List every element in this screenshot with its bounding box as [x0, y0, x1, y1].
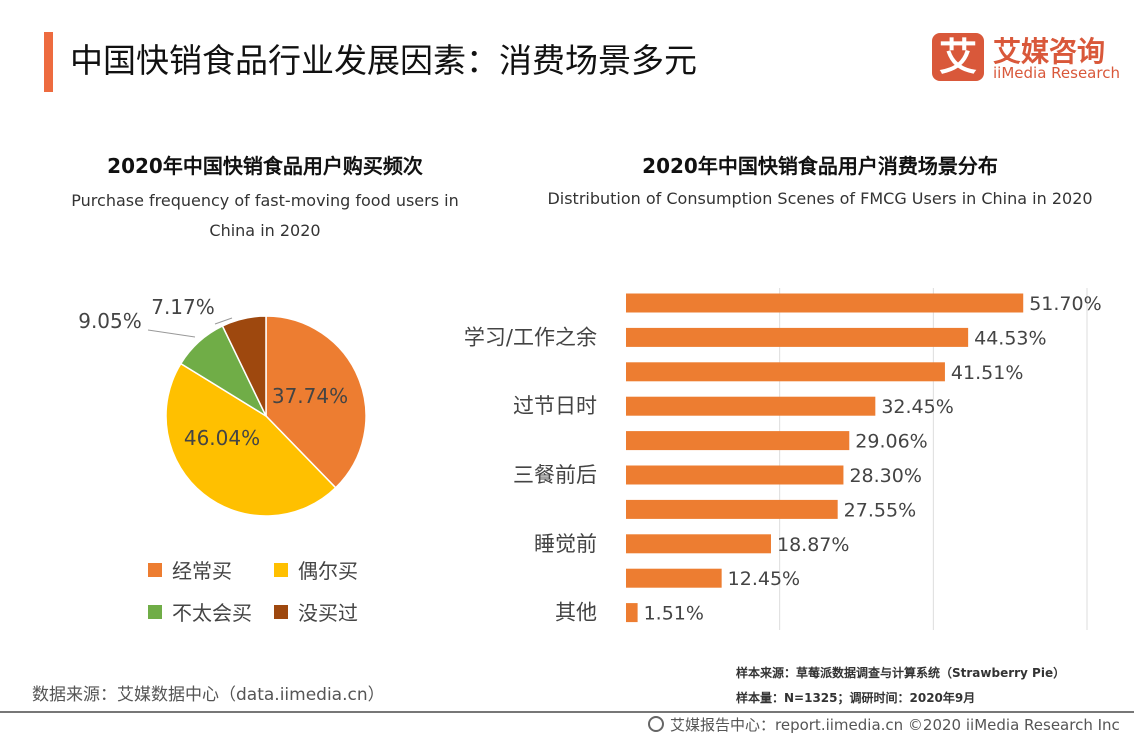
bar-value-label: 51.70%	[1029, 293, 1101, 315]
bar-value-label: 28.30%	[849, 465, 921, 487]
category-label: 其他	[555, 601, 597, 625]
legend-swatch	[148, 604, 162, 619]
logo-mark: 艾	[932, 33, 984, 81]
bar-value-label: 44.53%	[974, 327, 1046, 349]
pie-label: 37.74%	[272, 384, 348, 408]
bar	[626, 431, 850, 451]
bar-value-label: 18.87%	[777, 534, 849, 556]
sample-size: 样本量：N=1325；调研时间：2020年9月	[736, 691, 976, 705]
legend-item: 不太会买	[148, 597, 252, 626]
legend-item: 没买过	[274, 597, 358, 626]
bar	[626, 293, 1024, 313]
pie-title: 2020年中国快销食品用户购买频次	[107, 154, 423, 178]
legend-label: 经常买	[172, 559, 232, 583]
category-label: 过节日时	[513, 394, 597, 418]
legend-item: 经常买	[148, 555, 232, 584]
title-accent-bar	[44, 32, 53, 92]
category-label: 学习/工作之余	[464, 325, 597, 349]
logo-cn: 艾媒咨询	[993, 35, 1106, 68]
pie-slice	[165, 362, 337, 517]
globe-icon	[648, 716, 664, 732]
legend-swatch	[148, 562, 162, 577]
bar-value-label: 32.45%	[881, 396, 953, 418]
bar	[626, 534, 771, 554]
pie-slice	[265, 315, 367, 489]
pie-subtitle: Purchase frequency of fast-moving food u…	[71, 191, 459, 240]
bar-value-label: 41.51%	[951, 362, 1023, 384]
pie-label: 46.04%	[184, 426, 260, 450]
bar	[626, 362, 945, 382]
bar	[626, 327, 969, 347]
bar	[626, 465, 844, 485]
data-source: 数据来源：艾媒数据中心（data.iimedia.cn）	[32, 685, 385, 705]
legend-label: 不太会买	[172, 601, 252, 625]
pie-label: 9.05%	[78, 309, 142, 333]
bar-title: 2020年中国快销食品用户消费场景分布	[642, 154, 998, 178]
pie-label: 7.17%	[151, 295, 215, 319]
bar	[626, 603, 638, 623]
pie-slice	[221, 315, 267, 417]
category-label: 睡觉前	[534, 532, 597, 556]
bar-value-label: 27.55%	[844, 499, 916, 521]
bar	[626, 396, 876, 416]
footer-divider	[0, 711, 1134, 713]
logo-en: iiMedia Research	[993, 64, 1120, 82]
bar	[626, 568, 722, 588]
legend-label: 没买过	[298, 601, 358, 625]
legend-label: 偶尔买	[298, 559, 358, 583]
leader-line	[214, 317, 233, 325]
bar-subtitle: Distribution of Consumption Scenes of FM…	[547, 189, 1093, 208]
sample-source: 样本来源：草莓派数据调查与计算系统（Strawberry Pie）	[736, 666, 1066, 680]
category-label: 三餐前后	[513, 463, 597, 487]
bar-value-label: 1.51%	[644, 603, 704, 625]
legend-item: 偶尔买	[274, 555, 358, 584]
legend-swatch	[274, 562, 288, 577]
bar-value-label: 29.06%	[855, 431, 927, 453]
page-title: 中国快销食品行业发展因素：消费场景多元	[70, 41, 697, 80]
legend-swatch	[274, 604, 288, 619]
bar	[626, 499, 838, 519]
bar-value-label: 12.45%	[728, 568, 800, 590]
leader-line	[147, 329, 196, 338]
footer-copyright: 艾媒报告中心：report.iimedia.cn ©2020 iiMedia R…	[670, 716, 1120, 734]
